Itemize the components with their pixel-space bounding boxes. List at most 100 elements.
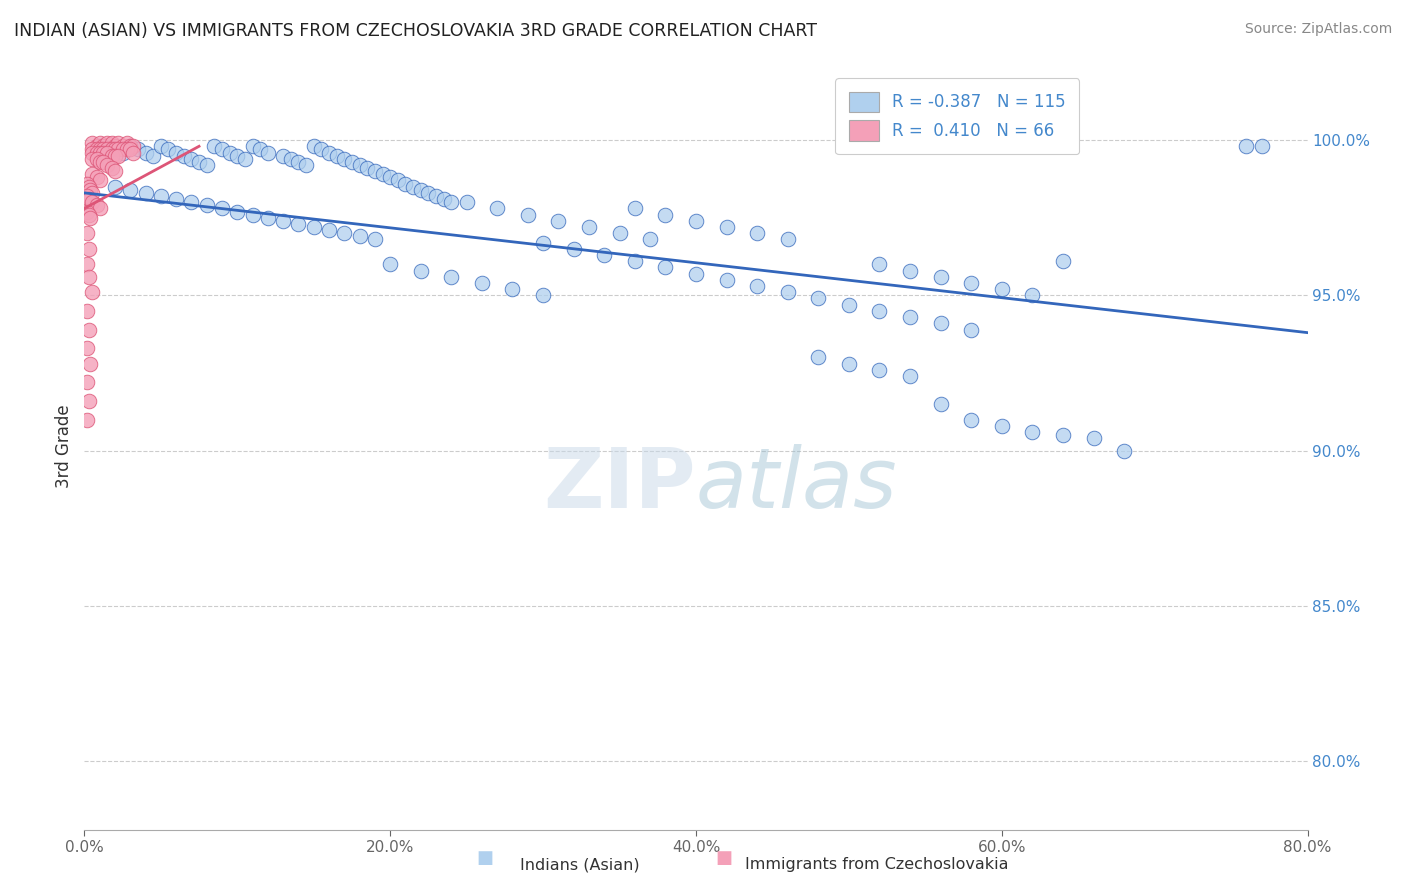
Point [1083, 431, 1105, 445]
Point [516, 208, 538, 222]
Point [89, 136, 111, 151]
Point [318, 223, 340, 237]
Point [104, 164, 127, 178]
Point [76, 376, 98, 390]
Point [180, 152, 202, 166]
Text: Immigrants from Czechoslovakia: Immigrants from Czechoslovakia [745, 857, 1008, 872]
Point [89, 145, 111, 160]
Point [165, 192, 187, 206]
Point [838, 298, 860, 312]
Point [929, 397, 952, 411]
Point [929, 316, 952, 330]
Point [547, 214, 569, 228]
Point [471, 276, 494, 290]
Point [80, 285, 103, 300]
Point [280, 152, 302, 166]
Point [111, 145, 134, 160]
Point [80, 152, 103, 166]
Point [96, 145, 118, 160]
Point [91, 154, 114, 169]
Point [101, 136, 124, 151]
Point [77, 179, 100, 194]
Point [371, 167, 394, 181]
Point [898, 310, 921, 325]
Point [333, 226, 356, 240]
Point [91, 145, 114, 160]
Point [609, 226, 631, 240]
Point [562, 242, 585, 256]
Point [149, 189, 172, 203]
Point [991, 418, 1014, 433]
Point [807, 351, 830, 365]
Text: Source: ZipAtlas.com: Source: ZipAtlas.com [1244, 22, 1392, 37]
Point [624, 254, 647, 268]
Point [425, 189, 447, 203]
Point [349, 229, 371, 244]
Point [80, 142, 103, 156]
Point [96, 136, 118, 151]
Point [76, 204, 98, 219]
Point [578, 220, 600, 235]
Point [418, 186, 440, 200]
Point [440, 269, 463, 284]
Point [122, 145, 145, 160]
Point [364, 232, 387, 246]
Point [960, 322, 983, 336]
Point [91, 139, 114, 153]
Point [89, 173, 111, 187]
Point [638, 232, 661, 246]
Point [456, 195, 478, 210]
Point [776, 285, 799, 300]
Point [76, 189, 98, 203]
Point [104, 148, 127, 162]
Point [115, 136, 138, 151]
Point [104, 142, 127, 156]
Point [685, 214, 707, 228]
Point [249, 142, 271, 156]
Point [340, 154, 363, 169]
Point [257, 211, 280, 225]
Point [202, 139, 225, 153]
Point [257, 145, 280, 160]
Point [716, 273, 738, 287]
Point [86, 152, 108, 166]
Point [1236, 139, 1258, 153]
Point [593, 248, 616, 262]
Point [807, 292, 830, 306]
Point [654, 208, 676, 222]
Point [486, 202, 509, 216]
Point [195, 158, 218, 172]
Point [394, 177, 416, 191]
Point [311, 142, 333, 156]
Point [409, 263, 432, 277]
Point [295, 158, 318, 172]
Point [869, 363, 891, 377]
Point [991, 282, 1014, 296]
Point [654, 260, 676, 275]
Point [76, 412, 98, 426]
Point [77, 322, 100, 336]
Point [226, 148, 249, 162]
Point [356, 161, 378, 175]
Point [76, 257, 98, 271]
Point [685, 267, 707, 281]
Point [233, 152, 256, 166]
Point [120, 139, 142, 153]
Point [869, 304, 891, 318]
Point [226, 204, 249, 219]
Point [86, 139, 108, 153]
Point [89, 202, 111, 216]
Point [86, 145, 108, 160]
Point [387, 173, 409, 187]
Point [531, 288, 554, 302]
Point [77, 192, 100, 206]
Point [349, 158, 371, 172]
Point [77, 394, 100, 409]
Point [77, 269, 100, 284]
Point [89, 154, 111, 169]
Point [747, 279, 769, 293]
Point [776, 232, 799, 246]
Point [1250, 139, 1272, 153]
Point [180, 195, 202, 210]
Point [149, 139, 172, 153]
